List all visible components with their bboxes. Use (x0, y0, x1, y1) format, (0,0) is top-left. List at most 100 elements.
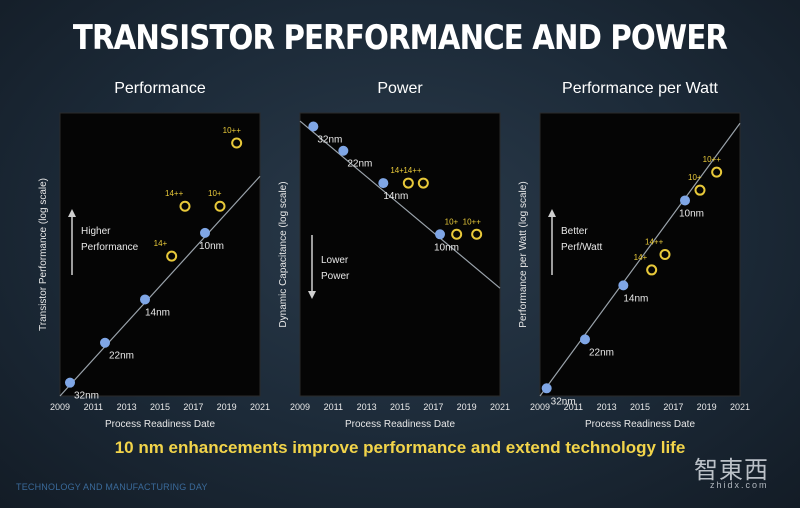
data-label: 22nm (589, 347, 614, 358)
plot-area (59, 112, 261, 397)
x-tick-label: 2015 (390, 402, 410, 412)
arrow-up-icon (68, 209, 76, 217)
data-label: 10++ (463, 217, 482, 226)
slide-subtitle: 10 nm enhancements improve performance a… (114, 438, 686, 457)
data-label: 14+ (634, 253, 648, 262)
slide-title: TRANSISTOR PERFORMANCE AND POWER (72, 18, 728, 58)
data-point-blue (378, 178, 389, 189)
x-tick-label: 2009 (530, 402, 550, 412)
data-label: 32nm (317, 134, 342, 145)
data-label: 10nm (434, 242, 459, 253)
data-label: 32nm (551, 396, 576, 407)
data-label: 10nm (679, 208, 704, 219)
x-tick-label: 2013 (597, 402, 617, 412)
x-tick-label: 2013 (357, 402, 377, 412)
data-label: 22nm (109, 351, 134, 362)
x-tick-label: 2021 (730, 402, 750, 412)
data-point-yellow (417, 177, 429, 189)
data-point-yellow (694, 184, 706, 196)
annotation-text: Power (321, 271, 350, 282)
data-label: 32nm (74, 391, 99, 402)
x-tick-label: 2011 (324, 402, 343, 412)
data-label: 14nm (623, 293, 648, 304)
chart-title-power: Power (377, 80, 423, 97)
annotation-text: Perf/Watt (561, 242, 603, 253)
trend-line (539, 122, 741, 397)
data-label: 14++ (165, 189, 184, 198)
data-point-yellow (214, 200, 226, 212)
charts-canvas: 2009 2011 2013 2015 2017 2019 2021 Process Read… (38, 112, 750, 430)
data-point-blue (435, 229, 445, 240)
data-label: 10+ (688, 173, 702, 182)
annotation-text: Better (561, 226, 588, 237)
x-tick-label: 2011 (84, 402, 103, 412)
y-axis-label: Performance per Watt (log scale) (518, 181, 529, 327)
trend-line (299, 120, 501, 289)
plot-area (539, 112, 741, 397)
chart-title-perf-per-watt: Performance per Watt (562, 80, 718, 97)
footer-text: TECHNOLOGY AND MANUFACTURING DAY (16, 482, 208, 492)
data-label: 10++ (223, 126, 242, 135)
watermark-logo: 智東西 zhidx.com (688, 450, 788, 496)
trend-line (59, 175, 261, 397)
x-tick-label: 2019 (217, 402, 237, 412)
x-tick-label: 2021 (250, 402, 270, 412)
data-point-blue (338, 145, 349, 156)
arrow-up-icon (548, 209, 556, 217)
data-label: 14++ (645, 238, 664, 247)
data-label: 10+ (208, 189, 222, 198)
annotation-text: Higher (81, 226, 111, 237)
data-point-blue (65, 377, 75, 388)
data-label: 14nm (383, 191, 408, 202)
chart-title-performance: Performance (114, 80, 206, 97)
data-point-yellow (179, 200, 191, 212)
x-tick-label: 2017 (663, 402, 683, 412)
data-point-yellow (646, 264, 658, 276)
x-tick-label: 2009 (290, 402, 310, 412)
annotation-text: Lower (321, 255, 349, 266)
x-axis-label: Process Readiness Date (585, 419, 695, 430)
plot-area (299, 112, 501, 397)
data-label: 22nm (347, 159, 372, 170)
data-point-blue (308, 121, 319, 132)
data-label: 14++ (403, 166, 422, 175)
watermark-cn: 智東西 (694, 456, 769, 484)
x-tick-label: 2013 (117, 402, 137, 412)
data-point-yellow (451, 228, 463, 240)
data-label: 14+ (390, 166, 404, 175)
x-tick-label: 2017 (423, 402, 443, 412)
arrow-down-icon (308, 291, 316, 299)
data-point-blue (680, 195, 690, 206)
data-point-blue (541, 383, 552, 394)
data-point-blue (200, 227, 210, 238)
x-tick-label: 2021 (490, 402, 510, 412)
y-axis-label: Transistor Performance (log scale) (38, 178, 49, 331)
data-label: 10+ (445, 217, 459, 226)
x-axis-label: Process Readiness Date (105, 419, 215, 430)
x-tick-label: 2015 (630, 402, 650, 412)
data-label: 10nm (199, 241, 224, 252)
data-point-blue (580, 334, 590, 345)
x-tick-label: 2009 (50, 402, 70, 412)
data-label: 10++ (703, 155, 722, 164)
data-point-yellow (231, 137, 243, 149)
data-point-yellow (402, 177, 414, 189)
data-point-blue (618, 280, 629, 291)
data-point-yellow (166, 250, 178, 262)
watermark-en: zhidx.com (710, 480, 769, 490)
data-point-yellow (471, 228, 483, 240)
data-label: 14nm (145, 307, 170, 318)
x-tick-label: 2011 (564, 402, 583, 412)
annotation-text: Performance (81, 242, 139, 253)
x-tick-label: 2019 (697, 402, 717, 412)
x-axis-label: Process Readiness Date (345, 419, 455, 430)
x-tick-label: 2019 (457, 402, 477, 412)
data-point-yellow (711, 166, 723, 178)
data-point-yellow (659, 249, 671, 260)
x-tick-label: 2015 (150, 402, 170, 412)
data-point-blue (140, 294, 150, 305)
y-axis-label: Dynamic Capacitance (log scale) (278, 181, 289, 327)
data-point-blue (100, 337, 110, 348)
x-tick-label: 2017 (183, 402, 203, 412)
data-label: 14+ (154, 239, 168, 248)
